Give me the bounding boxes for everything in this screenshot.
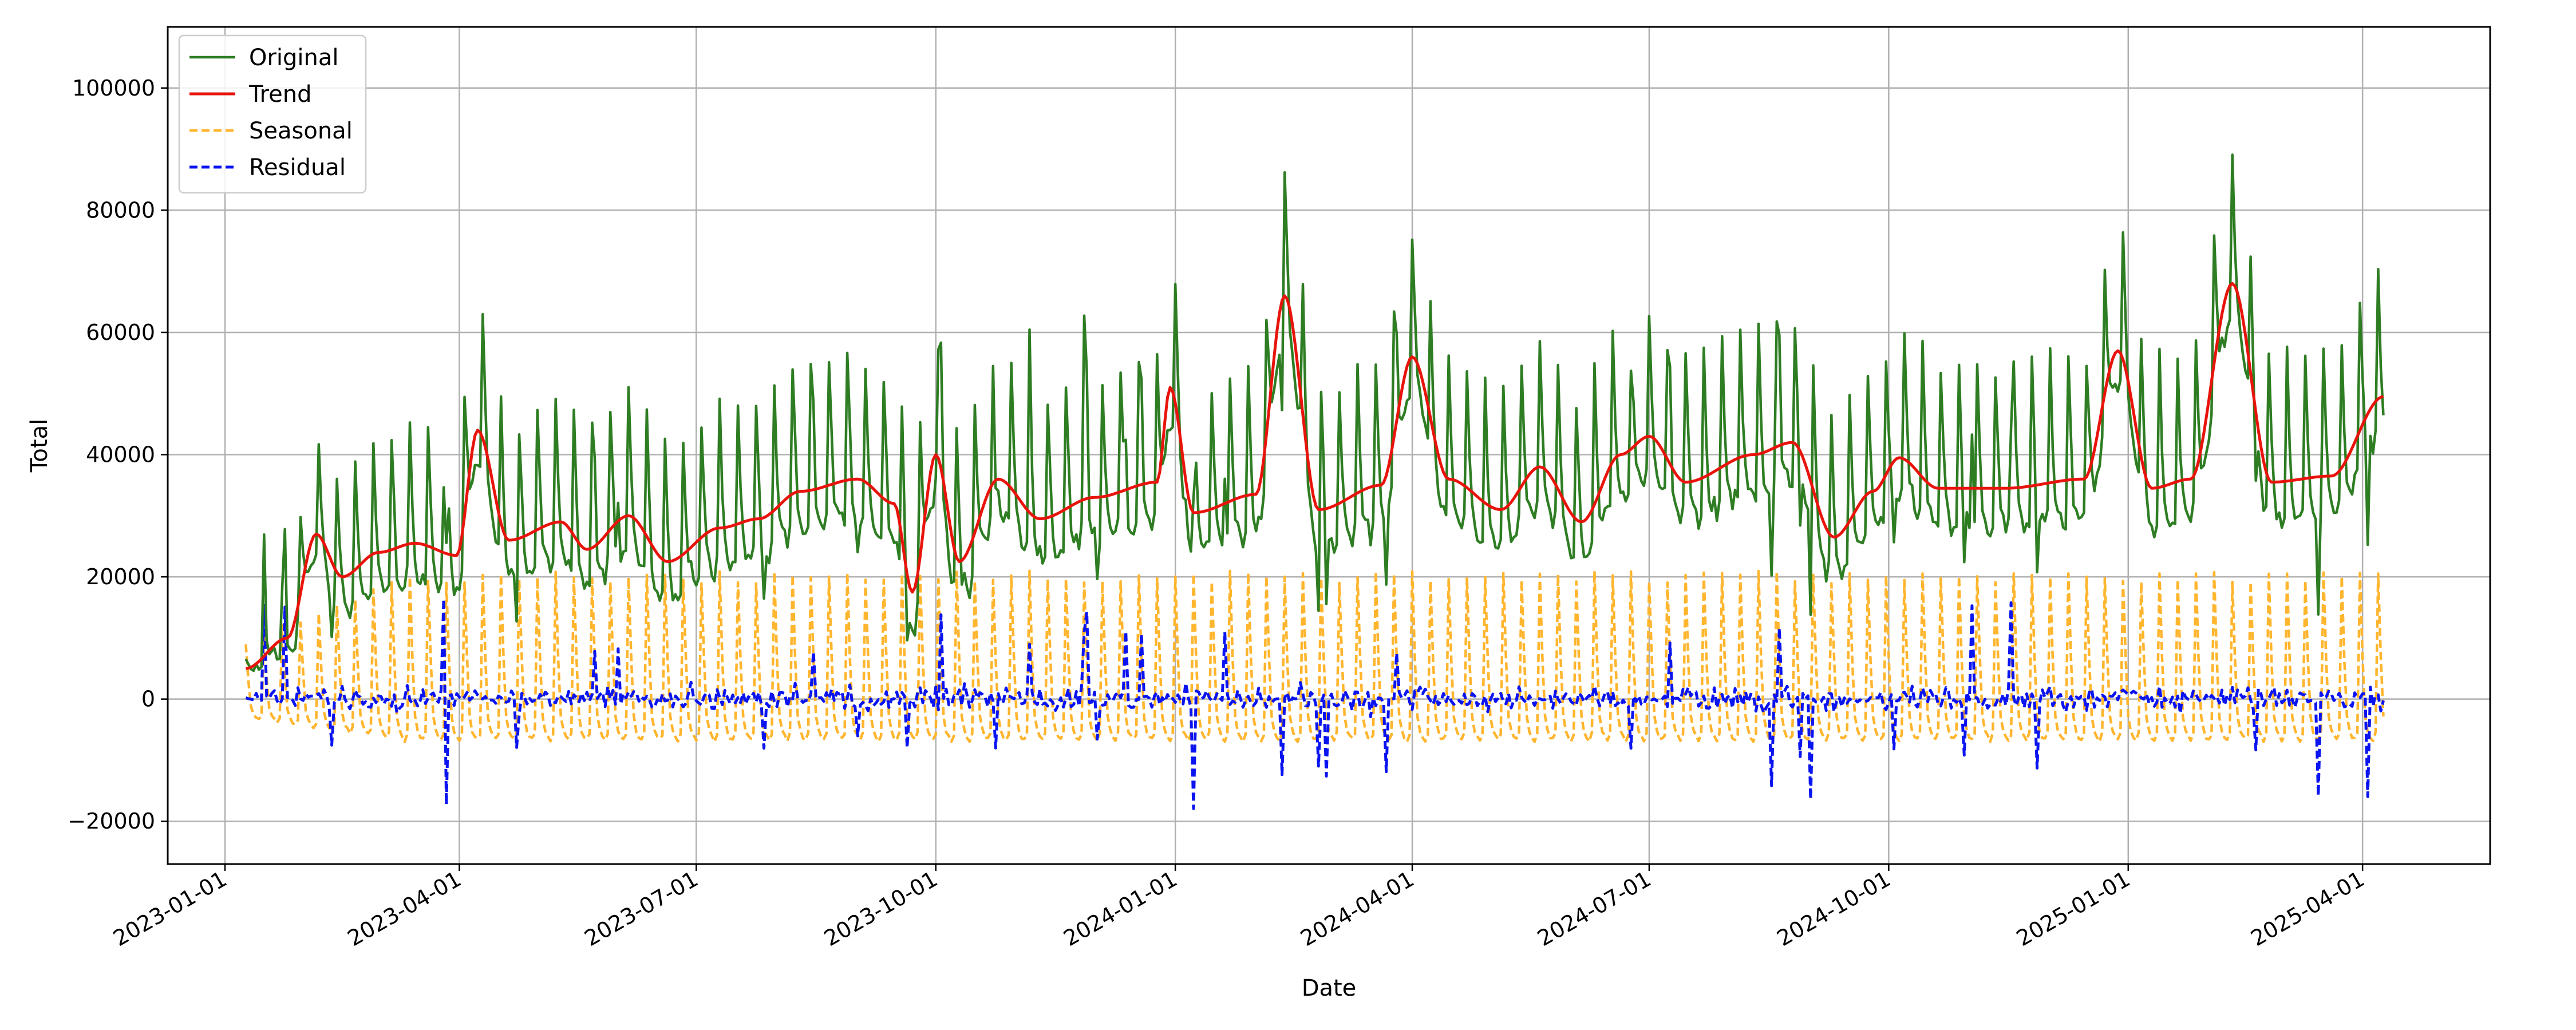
legend-label-seasonal: Seasonal bbox=[249, 118, 353, 144]
residual-series-line bbox=[245, 597, 2385, 810]
seasonal-series-line bbox=[244, 569, 2385, 743]
x-tick-label: 2025-01-01 bbox=[2012, 866, 2134, 952]
plot-frame bbox=[167, 26, 2491, 865]
original-series-line bbox=[244, 153, 2385, 672]
y-tick-label: 0 bbox=[141, 687, 155, 712]
x-tick-label: 2025-04-01 bbox=[2246, 866, 2368, 952]
x-tick-label: 2023-10-01 bbox=[820, 866, 942, 952]
y-tick-label: 20000 bbox=[86, 564, 155, 589]
y-axis-ticks: −20000 0 20000 40000 60000 80000 100000 bbox=[68, 76, 168, 834]
x-tick-label: 2023-04-01 bbox=[343, 866, 465, 952]
y-tick-label: 60000 bbox=[86, 320, 155, 345]
x-tick-label: 2024-04-01 bbox=[1296, 866, 1418, 952]
x-axis-label: Date bbox=[1302, 975, 1357, 1001]
y-tick-label: 100000 bbox=[72, 76, 155, 101]
x-tick-label: 2024-07-01 bbox=[1533, 866, 1655, 952]
y-axis-label: Total bbox=[26, 419, 53, 473]
series-layer bbox=[244, 153, 2385, 810]
x-axis-ticks: 2023-01-01 2023-04-01 2023-07-01 2023-10-01… bbox=[109, 864, 2369, 952]
x-tick-label: 2023-01-01 bbox=[109, 866, 231, 952]
x-tick-label: 2023-07-01 bbox=[580, 866, 702, 952]
legend-label-original: Original bbox=[249, 45, 339, 71]
legend-label-residual: Residual bbox=[249, 154, 346, 181]
trend-series-line bbox=[246, 282, 2384, 670]
x-tick-label: 2024-10-01 bbox=[1773, 866, 1895, 952]
y-tick-label: 80000 bbox=[86, 197, 155, 223]
y-tick-label: 40000 bbox=[86, 442, 155, 468]
legend: Original Trend Seasonal Residual bbox=[178, 34, 367, 194]
x-tick-label: 2024-01-01 bbox=[1059, 866, 1181, 952]
y-tick-label: −20000 bbox=[68, 809, 155, 834]
legend-box bbox=[178, 34, 367, 194]
legend-label-trend: Trend bbox=[248, 81, 311, 108]
